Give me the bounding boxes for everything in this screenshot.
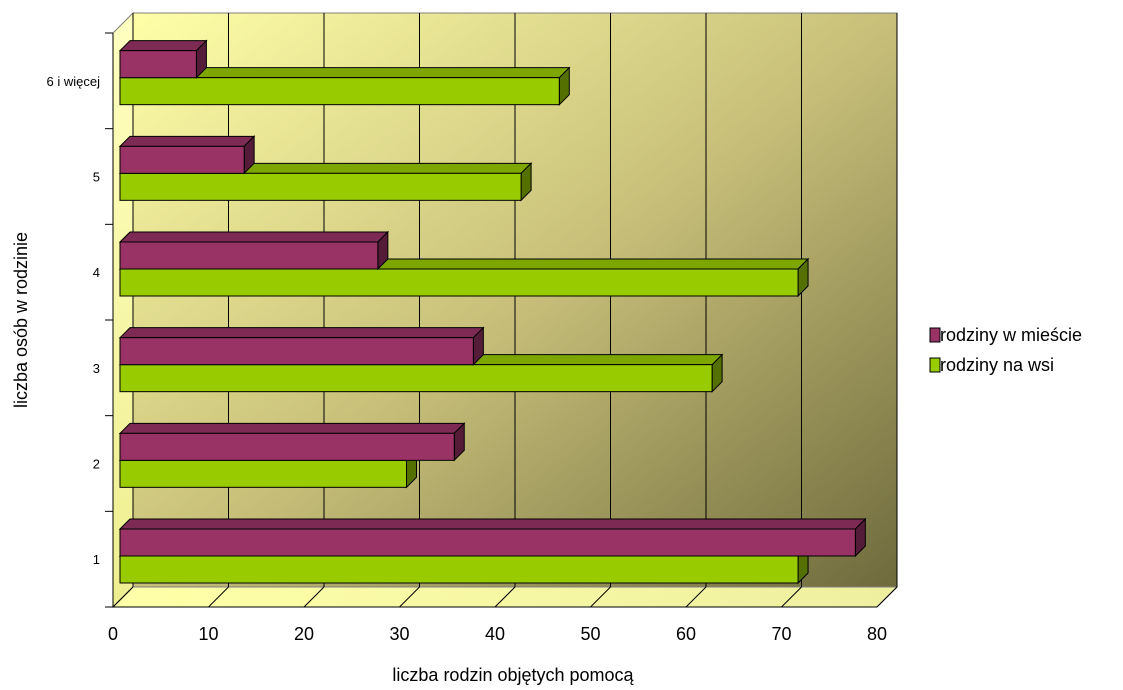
bar [118, 326, 485, 366]
floor-gridline [590, 586, 611, 608]
floor-gridline [494, 586, 516, 608]
y-tick-label: 1 [93, 552, 100, 567]
floor-gridline [399, 586, 420, 608]
bar-front [119, 50, 197, 79]
gridlines [112, 13, 898, 608]
y-tick-label: 5 [93, 170, 100, 185]
y-axis-title: liczba osób w rodzinie [11, 232, 31, 408]
bar-top [118, 327, 485, 339]
floor-gridline [876, 586, 898, 608]
bars [118, 39, 867, 585]
x-tick-label: 70 [771, 624, 791, 644]
floor-gridline [685, 586, 707, 608]
x-tick-label: 0 [108, 624, 118, 644]
bar-top [118, 518, 867, 530]
y-tick-label: 2 [93, 457, 100, 472]
legend-item: rodziny w mieście [929, 325, 1082, 345]
bar [118, 39, 208, 79]
y-tick-label: 6 i więcej [47, 74, 101, 89]
x-tick-label: 60 [676, 624, 696, 644]
bar-top [118, 40, 208, 52]
x-tick-label: 50 [580, 624, 600, 644]
bar-front [119, 77, 560, 106]
legend-label: rodziny w mieście [940, 325, 1082, 345]
legend-label: rodziny na wsi [940, 355, 1054, 375]
x-tick-label: 30 [389, 624, 409, 644]
floor-gridline [781, 586, 802, 608]
bar [118, 230, 390, 271]
axes [105, 32, 877, 608]
bar-front [119, 268, 799, 297]
x-tick-labels: 0 10 20 30 40 50 60 70 80 [108, 624, 887, 644]
bar-front [119, 172, 522, 201]
x-tick-label: 20 [294, 624, 314, 644]
legend-item: rodziny na wsi [929, 355, 1054, 375]
bar [118, 422, 466, 462]
bar-front [119, 459, 407, 488]
bar [118, 135, 256, 175]
bar [118, 517, 867, 558]
y-tick-label: 4 [93, 265, 100, 280]
floor-gridline [208, 586, 229, 608]
floor-gridline [112, 586, 134, 608]
x-tick-label: 80 [867, 624, 887, 644]
x-tick-label: 40 [485, 624, 505, 644]
x-tick-label: 10 [198, 624, 218, 644]
bar-top [118, 135, 256, 147]
legend-swatch [929, 327, 941, 343]
x-axis-title: liczba rodzin objętych pomocą [392, 665, 634, 685]
bar-front [119, 364, 713, 393]
bar [118, 66, 571, 106]
y-tick-label: 3 [93, 361, 100, 376]
bar-front [119, 145, 245, 174]
bar-front [119, 337, 474, 366]
bar-front [119, 432, 455, 461]
floor-gridline [303, 586, 325, 608]
y-tick-labels: 1 2 3 4 5 6 i więcej [47, 74, 101, 567]
legend-swatch [929, 357, 941, 373]
bar-top [118, 231, 390, 243]
legend: rodziny w mieście rodziny na wsi [929, 325, 1082, 375]
bar-front [119, 555, 799, 584]
bar-top [118, 422, 466, 434]
bar-front [119, 528, 856, 557]
bar-front [119, 241, 379, 270]
